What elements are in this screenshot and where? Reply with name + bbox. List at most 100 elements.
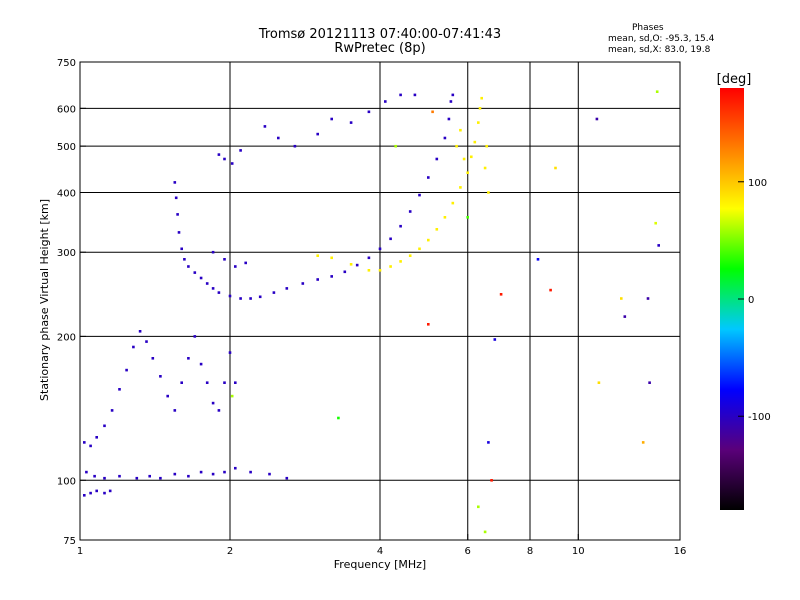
o-mode-point [355,263,359,267]
o-mode-point [449,100,453,103]
o-mode-point [343,270,347,274]
x-mode-point [349,263,353,266]
o-mode-point [389,237,392,241]
scatter-point [623,315,627,318]
scatter-point [648,381,651,384]
colorbar-tick-label: 0 [748,295,754,306]
o-mode-point [187,474,190,478]
x-tick-label: 10 [572,546,585,557]
o-mode-point [159,375,162,378]
o-mode-point [249,297,252,300]
o-mode-point [413,93,417,97]
x-mode-point [459,186,462,189]
x-mode-point [408,254,412,257]
x-mode-point [330,256,333,260]
o-mode-point [228,294,232,298]
o-mode-point [399,93,402,97]
o-mode-point [103,424,106,428]
x-mode-point [455,144,458,148]
x-mode-point [466,171,469,174]
o-mode-point [223,470,226,474]
o-mode-point [378,247,382,251]
o-mode-point [234,265,237,268]
o-mode-point [217,153,221,156]
phase-stats-title: Phases [632,23,664,33]
o-mode-point [118,388,121,391]
o-mode-point [263,125,267,128]
phase-stats-x-line: mean, sd,X: 83.0, 19.8 [608,45,711,55]
scatter-point [646,297,650,300]
o-mode-point [205,381,209,384]
x-mode-point [462,157,466,161]
x-axis-ticks: 1 2 4 6 8 10 16 [77,534,687,557]
chart-subtitle: RwPretec (8p) [334,41,426,56]
o-mode-point [330,275,333,278]
phase-colorbar: [deg] 100 0 -100 [717,72,771,510]
o-mode-point [108,489,112,493]
o-mode-point [83,494,86,497]
o-mode-point [435,157,439,161]
x-tick-label: 2 [227,546,233,557]
o-mode-point [367,256,371,260]
x-mode-point [367,269,371,272]
o-mode-point [110,409,114,412]
o-mode-point [193,335,197,338]
scatter-point [427,323,430,326]
scatter-point [431,110,434,114]
o-mode-point [187,357,190,360]
o-mode-point [443,136,447,140]
scatter-point [230,394,234,398]
o-mode-point [330,117,333,121]
o-mode-point [83,441,86,444]
o-mode-point [272,291,276,294]
o-mode-point [93,474,96,478]
y-tick-label: 200 [57,332,76,343]
x-tick-label: 6 [465,546,471,557]
o-mode-point [217,409,221,412]
o-mode-point [223,157,226,161]
x-mode-point [443,216,447,219]
o-mode-point [427,176,430,179]
x-mode-point [427,238,430,242]
o-mode-point [199,362,203,366]
grid-lines [80,62,680,540]
o-mode-point [418,193,421,197]
o-mode-point [211,250,215,254]
o-mode-point [135,476,139,480]
o-mode-point [173,409,177,412]
x-axis-label: Frequency [MHz] [334,558,426,571]
o-mode-point [239,297,242,300]
o-mode-point [95,436,98,439]
o-mode-point [103,476,106,480]
chart-title: Tromsø 20121113 07:40:00-07:41:43 [258,27,502,42]
o-mode-point [228,351,232,354]
o-mode-point [384,100,387,103]
o-mode-point [176,213,179,216]
x-tick-label: 16 [674,546,687,557]
o-mode-point [316,278,319,281]
o-mode-point [285,287,289,290]
x-mode-point [435,228,439,231]
o-mode-point [145,340,148,343]
o-mode-point [180,247,183,251]
x-mode-point [378,269,382,272]
o-mode-point [211,401,215,405]
x-tick-label: 8 [527,546,533,557]
scatter-point [394,144,397,148]
o-mode-point [277,136,280,140]
o-mode-point [159,476,162,480]
o-mode-point [177,231,181,234]
x-mode-point [470,155,473,159]
o-mode-point [125,368,128,372]
data-points [83,90,660,534]
o-mode-point [408,210,412,213]
x-mode-point [477,121,480,124]
o-mode-point [316,132,319,136]
o-mode-point [85,470,88,474]
o-mode-point [193,271,197,274]
y-tick-label: 500 [57,142,76,153]
x-mode-point [316,254,319,257]
scatter-point [554,166,557,170]
scatter-point [657,244,660,247]
o-mode-point [89,444,92,448]
